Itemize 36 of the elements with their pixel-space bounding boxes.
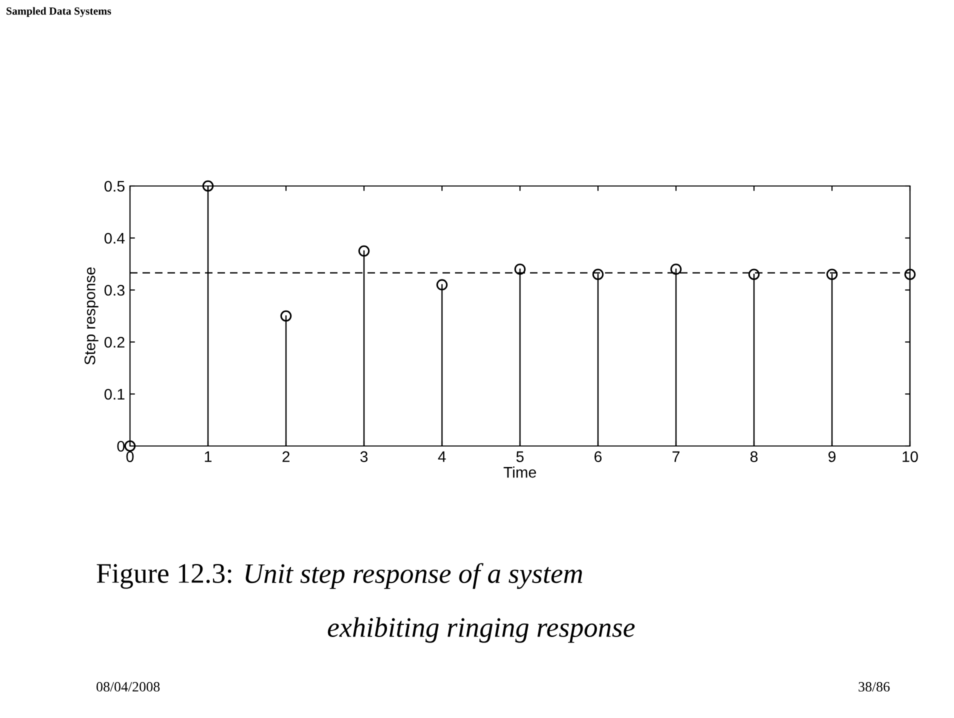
x-tick-label: 8 — [750, 451, 758, 462]
y-tick-label: 0.1 — [104, 388, 124, 400]
x-tick-label: 9 — [828, 451, 836, 462]
point — [826, 268, 838, 280]
point — [280, 310, 292, 322]
point — [358, 245, 370, 257]
text: Unit step response of a system — [246, 563, 582, 589]
point — [436, 279, 448, 290]
y-tick-label: 0.2 — [104, 336, 124, 348]
point — [202, 180, 214, 192]
point — [670, 264, 682, 275]
y-tick-label: 0 — [117, 440, 125, 452]
x-tick-label: 0 — [126, 451, 134, 462]
x-tick-label: 2 — [282, 451, 290, 462]
text: Sampled Data Systems — [6, 7, 112, 17]
point — [592, 268, 604, 280]
point — [904, 268, 916, 280]
text: exhibiting ringing response — [328, 617, 635, 643]
point — [514, 264, 526, 275]
x-tick-label: 10 — [902, 451, 918, 462]
point — [748, 268, 760, 280]
x-tick-label: 6 — [594, 451, 602, 462]
point — [124, 440, 136, 452]
text: 38/86 — [858, 682, 890, 692]
caption: Figure 12.3: — [96, 564, 232, 589]
x-tick-label: 4 — [438, 451, 446, 462]
text: 08/04/2008 — [96, 682, 160, 692]
y-axis-title: Step response — [84, 267, 98, 365]
x-axis-title: Time — [504, 466, 536, 478]
x-tick-label: 3 — [360, 451, 368, 462]
x-tick-label: 7 — [672, 451, 680, 462]
y-tick-label: 0.4 — [104, 232, 125, 244]
x-tick-label: 5 — [516, 451, 524, 462]
x-tick-label: 1 — [204, 451, 212, 462]
y-tick-label: 0.3 — [104, 284, 124, 296]
y-tick-label: 0.5 — [104, 180, 124, 192]
